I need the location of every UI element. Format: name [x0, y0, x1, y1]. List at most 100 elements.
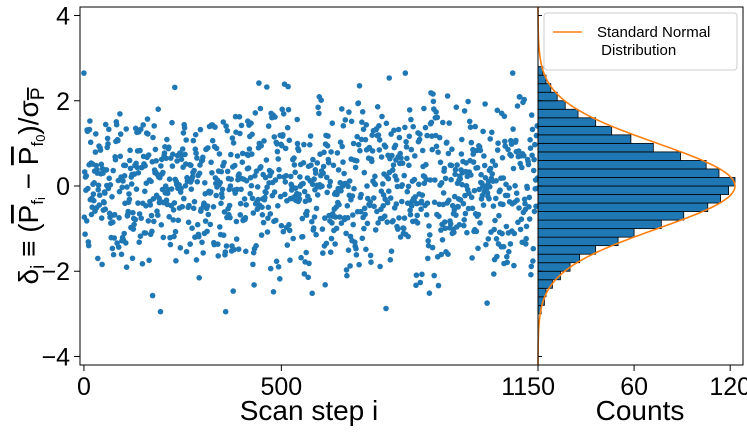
scatter-point — [275, 203, 281, 209]
scatter-point — [204, 228, 210, 235]
scatter-point — [268, 169, 275, 175]
scatter-point — [430, 98, 437, 105]
scatter-point — [90, 191, 97, 197]
scatter-point — [442, 175, 449, 182]
scatter-point — [391, 127, 397, 134]
scatter-point — [380, 203, 387, 209]
scatter-point — [151, 123, 157, 129]
scatter-point — [99, 261, 105, 268]
scatter-point — [438, 251, 445, 258]
scatter-point — [380, 192, 387, 198]
scatter-point — [217, 224, 223, 230]
scatter-point — [342, 117, 349, 123]
scatter-point — [179, 146, 186, 152]
scatter-point — [219, 186, 226, 193]
scatter-point — [307, 142, 313, 148]
scatter-point — [406, 107, 413, 113]
scatter-point — [309, 218, 315, 225]
scatter-point — [224, 168, 231, 175]
hist-bar — [537, 236, 619, 247]
scatter-point — [139, 261, 146, 267]
scatter-point — [406, 133, 413, 140]
scatter-point — [314, 160, 321, 166]
scatter-point — [256, 80, 262, 86]
scatter-point — [286, 137, 293, 144]
scatter-point — [323, 240, 330, 247]
scatter-point — [432, 177, 438, 183]
scatter-point — [489, 158, 496, 164]
scatter-point — [222, 308, 229, 315]
scatter-point — [119, 184, 125, 191]
scatter-point — [279, 106, 286, 113]
scatter-point — [249, 151, 255, 157]
scatter-point — [145, 152, 152, 158]
scatter-point — [521, 152, 527, 159]
scatter-point — [418, 198, 425, 205]
scatter-point — [250, 261, 256, 268]
scatter-point — [492, 162, 499, 169]
scatter-point — [236, 171, 242, 177]
scatter-point — [500, 175, 507, 181]
scatter-point — [477, 220, 483, 226]
scatter-point — [456, 221, 463, 228]
scatter-point — [481, 162, 488, 169]
scatter-point — [303, 249, 310, 256]
scatter-point — [424, 132, 430, 139]
scatter-point — [271, 134, 278, 140]
scatter-point — [475, 245, 481, 252]
x-tick-label: 1150 — [501, 373, 555, 401]
scatter-point — [130, 226, 137, 232]
scatter-point — [115, 244, 122, 250]
scatter-point — [359, 235, 366, 242]
legend-label-line2: Distribution — [597, 42, 676, 59]
scatter-point — [462, 210, 469, 217]
scatter-point — [519, 164, 525, 171]
scatter-point — [438, 227, 444, 233]
scatter-point — [185, 219, 192, 226]
scatter-point — [261, 138, 267, 144]
scatter-point — [311, 176, 317, 182]
scatter-point — [145, 218, 152, 224]
scatter-point — [361, 169, 368, 176]
scatter-point — [170, 217, 176, 223]
scatter-point — [410, 123, 417, 130]
scatter-point — [500, 201, 506, 208]
scatter-point — [105, 141, 111, 147]
scatter-point — [416, 136, 423, 143]
scatter-point — [277, 193, 284, 200]
scatter-point — [422, 124, 429, 131]
scatter-point — [291, 155, 297, 161]
scatter-point — [367, 199, 374, 205]
scatter-point — [386, 75, 393, 81]
scatter-point — [419, 147, 426, 154]
scatter-point — [511, 262, 517, 269]
scatter-point — [153, 158, 159, 164]
scatter-point — [354, 158, 360, 164]
scatter-point — [189, 225, 195, 231]
scatter-point — [262, 194, 268, 201]
scatter-point — [332, 214, 339, 220]
scatter-point — [200, 250, 206, 256]
scatter-point — [372, 227, 379, 233]
scatter-point — [440, 119, 446, 126]
scatter-point — [93, 131, 99, 137]
scatter-point — [166, 214, 172, 220]
scatter-point — [386, 188, 392, 194]
scatter-point — [294, 116, 301, 123]
scatter-point — [361, 205, 368, 212]
scatter-point — [228, 151, 234, 158]
scatter-point — [142, 188, 148, 195]
scatter-point — [507, 241, 514, 247]
scatter-point — [328, 149, 334, 155]
scatter-point — [499, 155, 506, 161]
scatter-point — [245, 165, 252, 171]
scatter-point — [326, 183, 333, 189]
scatter-point — [369, 148, 376, 154]
scatter-point — [288, 173, 294, 180]
scatter-point — [489, 129, 495, 136]
scatter-point — [155, 212, 161, 218]
scatter-point — [151, 218, 157, 225]
scatter-point — [426, 290, 433, 297]
hist-bar — [537, 245, 597, 255]
scatter-point — [438, 180, 445, 186]
